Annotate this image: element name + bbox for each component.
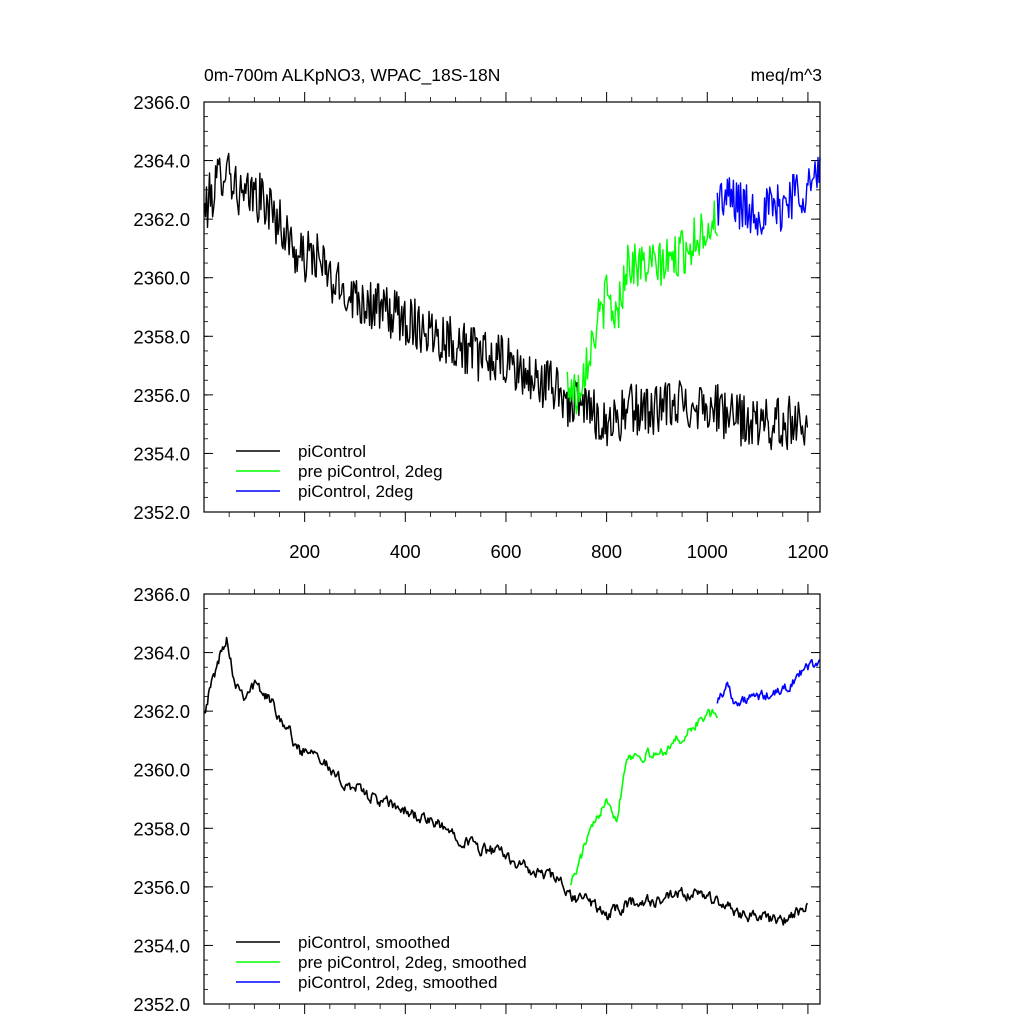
top-series-lines [203,152,821,451]
y-tick-label: 2352.0 [133,502,190,523]
bottom-plot-frame [203,593,821,1005]
x-tick-label: 400 [390,541,421,562]
top-axes: 2352.0 2354.0 2356.0 2358.0 2360.0 2362.0 2364… [133,92,828,562]
legend-label-picontrol-smoothed: piControl, smoothed [298,933,450,952]
top-legend: piControl pre piControl, 2deg piControl,… [236,442,443,501]
series-line-picontrol-2deg [716,156,821,236]
y-tick-label: 2362.0 [133,701,190,722]
y-tick-label: 2356.0 [133,877,190,898]
legend-label-picontrol: piControl [298,442,366,461]
series-line-picontrol-2deg-smoothed [716,658,821,707]
x-tick-label: 800 [591,541,622,562]
y-tick-label: 2354.0 [133,935,190,956]
legend-label-picontrol-2deg-smoothed: piControl, 2deg, smoothed [298,973,497,992]
y-tick-label: 2362.0 [133,209,190,230]
y-tick-label: 2366.0 [133,92,190,113]
y-tick-label: 2366.0 [133,584,190,605]
top-title-left: 0m-700m ALKpNO3, WPAC_18S-18N [204,65,500,86]
y-tick-label: 2364.0 [133,151,190,172]
top-plot-frame [203,101,821,513]
legend-label-pre-picontrol-2deg: pre piControl, 2deg [298,462,443,481]
x-tick-label: 600 [491,541,522,562]
bottom-panel: 2352.0 2354.0 2356.0 2358.0 2360.0 2362.0 2364… [133,584,821,1015]
y-tick-label: 2358.0 [133,326,190,347]
y-tick-label: 2360.0 [133,760,190,781]
series-line-picontrol-smoothed [204,636,809,926]
top-title-right: meq/m^3 [751,65,822,85]
y-tick-label: 2352.0 [133,994,190,1015]
y-tick-label: 2364.0 [133,643,190,664]
legend-label-picontrol-2deg: piControl, 2deg [298,482,413,501]
series-line-pre-picontrol-2deg [566,200,718,415]
bottom-axes: 2352.0 2354.0 2356.0 2358.0 2360.0 2362.0 2364… [133,584,820,1015]
y-tick-label: 2358.0 [133,818,190,839]
bottom-legend: piControl, smoothed pre piControl, 2deg,… [236,933,527,992]
x-tick-label: 200 [289,541,320,562]
bottom-series-lines [204,636,821,926]
top-panel: 0m-700m ALKpNO3, WPAC_18S-18N meq/m^3 23… [133,65,828,562]
y-tick-label: 2356.0 [133,385,190,406]
y-tick-label: 2354.0 [133,443,190,464]
x-tick-label: 1200 [787,541,828,562]
series-line-picontrol [203,152,809,451]
legend-label-pre-picontrol-2deg-smoothed: pre piControl, 2deg, smoothed [298,953,527,972]
x-tick-label: 1000 [687,541,728,562]
series-line-pre-picontrol-2deg-smoothed [569,708,719,886]
y-tick-label: 2360.0 [133,268,190,289]
